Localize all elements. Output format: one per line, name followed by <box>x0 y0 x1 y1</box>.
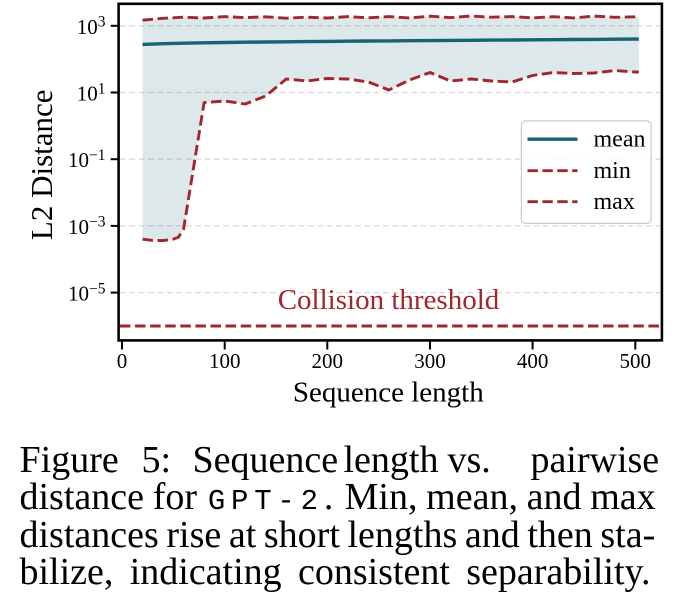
svg-text:300: 300 <box>414 349 446 373</box>
svg-text:mean: mean <box>594 127 646 153</box>
svg-text:200: 200 <box>312 349 344 373</box>
svg-text:100: 100 <box>209 349 241 373</box>
svg-text:max: max <box>594 189 635 215</box>
svg-text:Collision threshold: Collision threshold <box>278 284 500 316</box>
svg-text:0: 0 <box>117 349 128 373</box>
svg-text:L2 Distance: L2 Distance <box>24 89 59 240</box>
svg-text:10−5: 10−5 <box>68 280 106 305</box>
svg-text:103: 103 <box>77 14 106 39</box>
svg-text:Sequence length: Sequence length <box>293 377 484 409</box>
svg-text:10−1: 10−1 <box>68 147 106 172</box>
svg-text:10−3: 10−3 <box>68 214 106 239</box>
svg-text:min: min <box>594 158 631 184</box>
svg-text:101: 101 <box>77 80 106 105</box>
svg-text:400: 400 <box>517 349 549 373</box>
svg-text:500: 500 <box>620 349 652 373</box>
